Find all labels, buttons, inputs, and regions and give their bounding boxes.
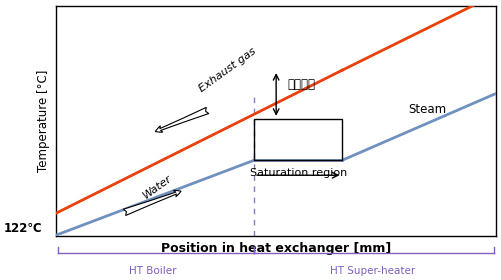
Text: Steam: Steam [407, 103, 445, 116]
X-axis label: Position in heat exchanger [mm]: Position in heat exchanger [mm] [161, 242, 390, 255]
Text: HT Super-heater: HT Super-heater [330, 267, 415, 276]
Bar [254, 119, 342, 160]
Text: 외부손실: 외부손실 [287, 78, 315, 90]
Text: Saturation region: Saturation region [249, 168, 346, 178]
Text: 122℃: 122℃ [4, 222, 43, 235]
Text: HT Boiler: HT Boiler [129, 267, 176, 276]
Text: Water: Water [141, 173, 173, 201]
Text: Exhaust gas: Exhaust gas [197, 46, 258, 94]
Y-axis label: Temperature [°C]: Temperature [°C] [37, 70, 50, 172]
